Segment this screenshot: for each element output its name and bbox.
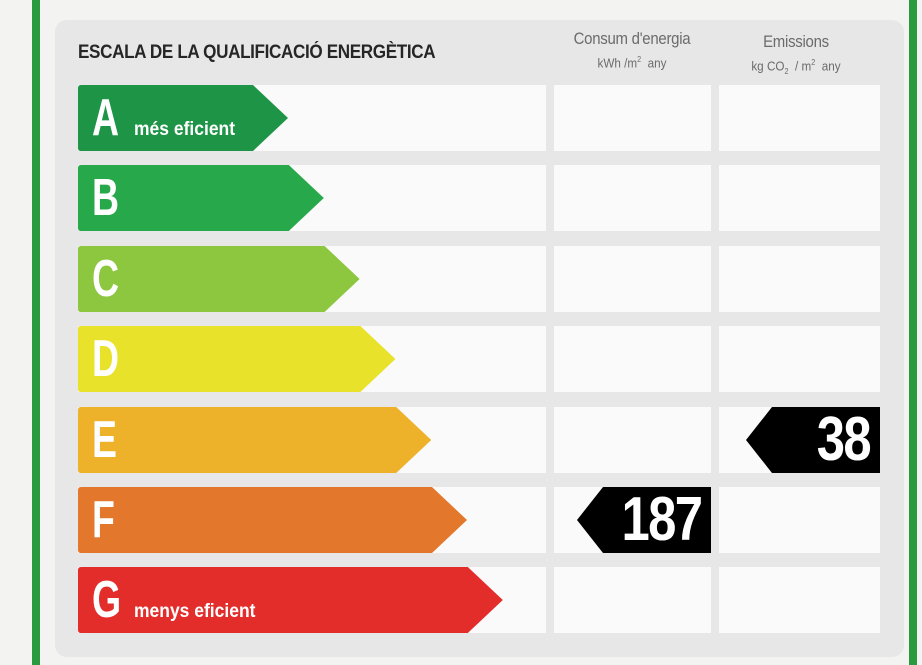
cell-emissions-b	[719, 165, 880, 231]
cell-consum-d	[554, 326, 711, 392]
grade-arrow-c: C	[78, 246, 360, 312]
grade-letter: G	[92, 571, 122, 629]
grade-caption: més eficient	[134, 119, 236, 140]
grade-letter: C	[92, 250, 120, 308]
emissions-unit: kg CO2 / m2 any	[751, 58, 841, 76]
grade-arrow-d: D	[78, 326, 396, 392]
consum-unit: kWh /m2 any	[597, 55, 667, 71]
grade-letter: A	[92, 89, 120, 147]
grade-letter: E	[92, 411, 117, 469]
consum-column-header: Consum d'energia kWh /m2 any	[552, 29, 712, 70]
grade-arrow-e: E	[78, 407, 432, 473]
grade-caption: menys eficient	[134, 601, 256, 622]
consum-rating-marker: 187	[577, 487, 711, 553]
grade-letter: B	[92, 169, 120, 227]
grade-letter: D	[92, 330, 120, 388]
consum-rating-value: 187	[621, 485, 703, 554]
cell-consum-a	[554, 85, 711, 151]
grade-letter: F	[92, 491, 115, 549]
cell-emissions-f	[719, 487, 880, 553]
cell-consum-e	[554, 407, 711, 473]
emissions-column-header: Emissions kg CO2 / m2 any	[716, 32, 876, 76]
grade-arrow-f: F	[78, 487, 467, 553]
grade-arrow-b: B	[78, 165, 324, 231]
cell-emissions-c	[719, 246, 880, 312]
consum-label: Consum d'energia	[573, 29, 691, 48]
frame-border-left	[32, 0, 40, 665]
cell-consum-g	[554, 567, 711, 633]
cell-emissions-a	[719, 85, 880, 151]
cell-emissions-d	[719, 326, 880, 392]
emissions-rating-value: 38	[816, 405, 872, 474]
frame-border-right	[909, 0, 917, 665]
emissions-label: Emissions	[763, 32, 829, 51]
cell-consum-b	[554, 165, 711, 231]
cell-emissions-g	[719, 567, 880, 633]
cell-consum-c	[554, 246, 711, 312]
chart-title: ESCALA DE LA QUALIFICACIÓ ENERGÈTICA	[78, 42, 436, 63]
emissions-rating-marker: 38	[746, 407, 880, 473]
